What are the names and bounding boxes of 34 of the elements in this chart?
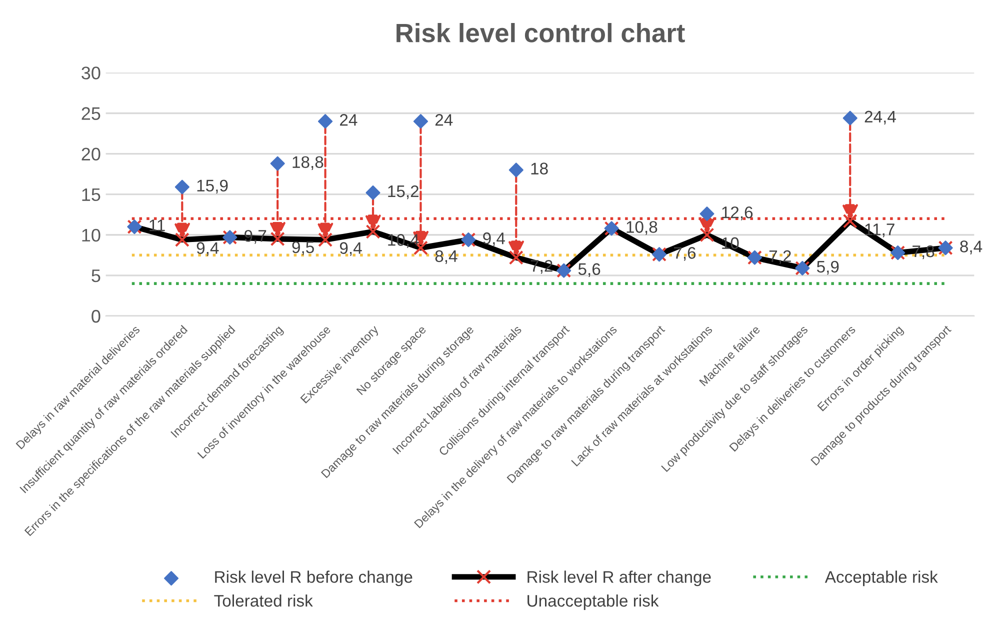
legend-label: Unacceptable risk bbox=[528, 594, 659, 610]
y-tick-label: 20 bbox=[82, 148, 100, 161]
data-label: 9,4 bbox=[196, 242, 219, 256]
data-label: 10,4 bbox=[388, 234, 419, 248]
data-label: 5,6 bbox=[578, 263, 600, 278]
y-tick-label: 0 bbox=[92, 310, 100, 323]
data-label: 9,5 bbox=[292, 241, 314, 256]
data-label: 18 bbox=[531, 162, 548, 174]
y-tick-label: 30 bbox=[82, 66, 100, 80]
data-label: 24 bbox=[435, 114, 453, 126]
data-label: 24 bbox=[340, 114, 358, 126]
y-tick-label: 15 bbox=[82, 188, 100, 202]
legend-label: Risk level R before change bbox=[215, 570, 412, 586]
data-label: 24,4 bbox=[864, 110, 896, 125]
chart-title: Risk level control chart bbox=[396, 23, 685, 42]
legend-label: Risk level R after change bbox=[528, 570, 711, 586]
data-label: 15,9 bbox=[197, 180, 228, 194]
y-tick-label: 5 bbox=[92, 270, 100, 282]
data-label: 8,4 bbox=[435, 250, 458, 264]
data-label: 7,8 bbox=[912, 245, 934, 260]
y-tick-label: 10 bbox=[82, 228, 100, 242]
data-label: 10,8 bbox=[626, 221, 658, 235]
data-label: 12,6 bbox=[722, 206, 753, 220]
data-label: 15,2 bbox=[388, 185, 418, 200]
data-label: 11 bbox=[150, 220, 165, 232]
data-label: 7,6 bbox=[674, 247, 696, 261]
data-label: 9,4 bbox=[483, 232, 505, 246]
data-label: 18,8 bbox=[292, 156, 324, 170]
data-label: 5,9 bbox=[816, 260, 839, 275]
y-tick-label: 25 bbox=[82, 107, 100, 120]
legend-label: Tolerated risk bbox=[214, 594, 313, 607]
data-label: 9,4 bbox=[340, 242, 362, 256]
legend-label: Acceptable risk bbox=[824, 570, 938, 586]
data-label: 8,4 bbox=[960, 240, 982, 254]
